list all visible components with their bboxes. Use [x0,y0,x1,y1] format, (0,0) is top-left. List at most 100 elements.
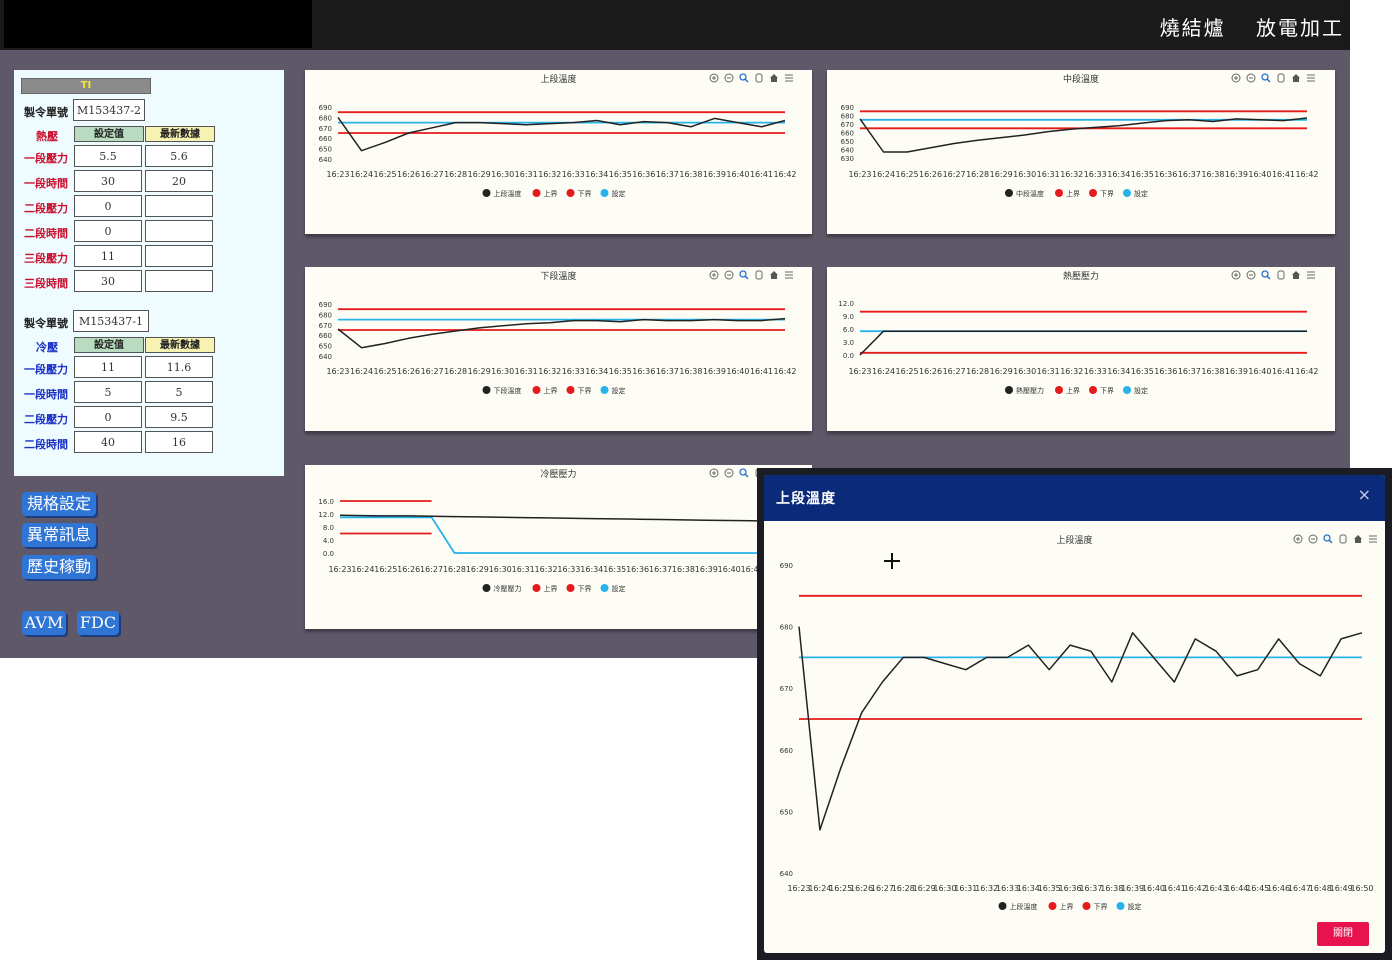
home-icon[interactable] [1292,74,1300,82]
cold-set-value[interactable]: 11 [74,356,142,378]
panel-title: TI [21,78,151,94]
nav-sintering-furnace[interactable]: 燒結爐 [1159,16,1226,40]
legend-item[interactable]: 上界 [532,584,558,593]
zoom-out-icon[interactable] [724,468,734,478]
close-icon[interactable]: × [1357,485,1371,504]
legend-item[interactable]: 設定 [1123,189,1148,198]
hot-set-value[interactable]: 5.5 [74,145,142,167]
menu-icon[interactable] [785,74,793,82]
x-tick-label: 16:32 [538,170,561,179]
pan-icon[interactable] [1277,73,1285,83]
magnify-icon[interactable] [1323,534,1333,544]
home-icon[interactable] [1354,535,1362,543]
legend-item[interactable]: 下界 [566,189,592,198]
cold-set-value[interactable]: 40 [74,431,142,453]
legend-item[interactable]: 熱壓壓力 [1005,386,1044,395]
legend-item[interactable]: 上段溫度 [998,902,1038,911]
pan-icon[interactable] [1339,534,1347,544]
fdc-button[interactable]: FDC [77,611,119,635]
menu-icon[interactable] [1307,271,1315,279]
legend-item[interactable]: 下界 [1089,386,1114,395]
modal-close-button[interactable]: 關閉 [1317,922,1369,946]
history-utilization-button[interactable]: 歷史稼動 [22,555,96,579]
legend-item[interactable]: 上段溫度 [482,189,522,198]
menu-icon[interactable] [1369,535,1377,543]
legend-item[interactable]: 設定 [600,189,626,198]
magnify-icon[interactable] [1261,73,1271,83]
legend-item[interactable]: 上界 [1055,386,1080,395]
menu-icon[interactable] [785,271,793,279]
x-tick-label: 16:34 [1017,884,1040,893]
x-tick-label: 16:40 [726,170,749,179]
x-tick-label: 16:37 [656,367,679,376]
y-tick-label: 690 [841,104,854,112]
legend-item[interactable]: 中段溫度 [1005,189,1044,198]
home-icon[interactable] [1292,271,1300,279]
magnify-icon[interactable] [739,468,749,478]
avm-button[interactable]: AVM [22,611,66,635]
x-tick-label: 16:24 [350,367,373,376]
zoom-in-icon[interactable] [709,270,719,280]
pan-icon[interactable] [755,270,763,280]
zoom-out-icon[interactable] [1246,270,1256,280]
legend-item[interactable]: 冷壓壓力 [482,584,522,593]
legend-item[interactable]: 下界 [566,386,592,395]
y-tick-label: 680 [319,311,332,319]
hot-latest-value [145,195,213,217]
x-tick-label: 16:29 [468,367,491,376]
legend-item[interactable]: 上界 [1048,902,1074,911]
legend-item[interactable]: 下界 [566,584,592,593]
zoom-in-icon[interactable] [1231,270,1241,280]
x-tick-label: 16:49 [1330,884,1353,893]
zoom-in-icon[interactable] [1293,534,1303,544]
x-tick-label: 16:38 [672,565,695,574]
hot-set-value[interactable]: 30 [74,170,142,192]
legend-item[interactable]: 下界 [1089,189,1114,198]
cold-set-value[interactable]: 0 [74,406,142,428]
zoom-out-icon[interactable] [724,270,734,280]
x-tick-label: 16:33 [996,884,1019,893]
svg-text:上界: 上界 [1066,189,1080,198]
nav-edm[interactable]: 放電加工 [1256,16,1344,40]
x-tick-label: 16:35 [603,565,626,574]
x-tick-label: 16:37 [656,170,679,179]
x-tick-label: 16:33 [562,170,585,179]
hot-set-value[interactable]: 0 [74,220,142,242]
menu-icon[interactable] [1307,74,1315,82]
legend-item[interactable]: 設定 [1123,386,1148,395]
chart-title: 下段溫度 [540,270,576,282]
zoom-out-icon[interactable] [724,73,734,83]
zoom-in-icon[interactable] [1231,73,1241,83]
y-tick-label: 12.0 [838,300,854,308]
legend-item[interactable]: 設定 [1116,902,1142,911]
magnify-icon[interactable] [739,73,749,83]
zoom-in-icon[interactable] [709,73,719,83]
legend-item[interactable]: 上界 [532,189,558,198]
pan-icon[interactable] [1277,270,1285,280]
cold-set-value[interactable]: 5 [74,381,142,403]
home-icon[interactable] [770,271,778,279]
legend-item[interactable]: 設定 [600,386,626,395]
zoom-out-icon[interactable] [1308,534,1318,544]
x-tick-label: 16:23 [848,170,871,179]
hot-set-value[interactable]: 11 [74,245,142,267]
pan-icon[interactable] [755,73,763,83]
x-tick-label: 16:44 [1225,884,1248,893]
zoom-out-icon[interactable] [1246,73,1256,83]
legend-item[interactable]: 上界 [1055,189,1080,198]
alarm-messages-button[interactable]: 異常訊息 [22,523,96,547]
legend-item[interactable]: 設定 [600,584,626,593]
zoom-in-icon[interactable] [709,468,719,478]
x-tick-label: 16:31 [954,884,977,893]
svg-text:設定: 設定 [1128,902,1142,911]
magnify-icon[interactable] [739,270,749,280]
x-tick-label: 16:30 [491,170,514,179]
hot-set-value[interactable]: 30 [74,270,142,292]
magnify-icon[interactable] [1261,270,1271,280]
legend-item[interactable]: 上界 [532,386,558,395]
legend-item[interactable]: 下界 [1082,902,1108,911]
legend-item[interactable]: 下段溫度 [482,386,522,395]
spec-settings-button[interactable]: 規格設定 [22,492,96,516]
hot-set-value[interactable]: 0 [74,195,142,217]
home-icon[interactable] [770,74,778,82]
